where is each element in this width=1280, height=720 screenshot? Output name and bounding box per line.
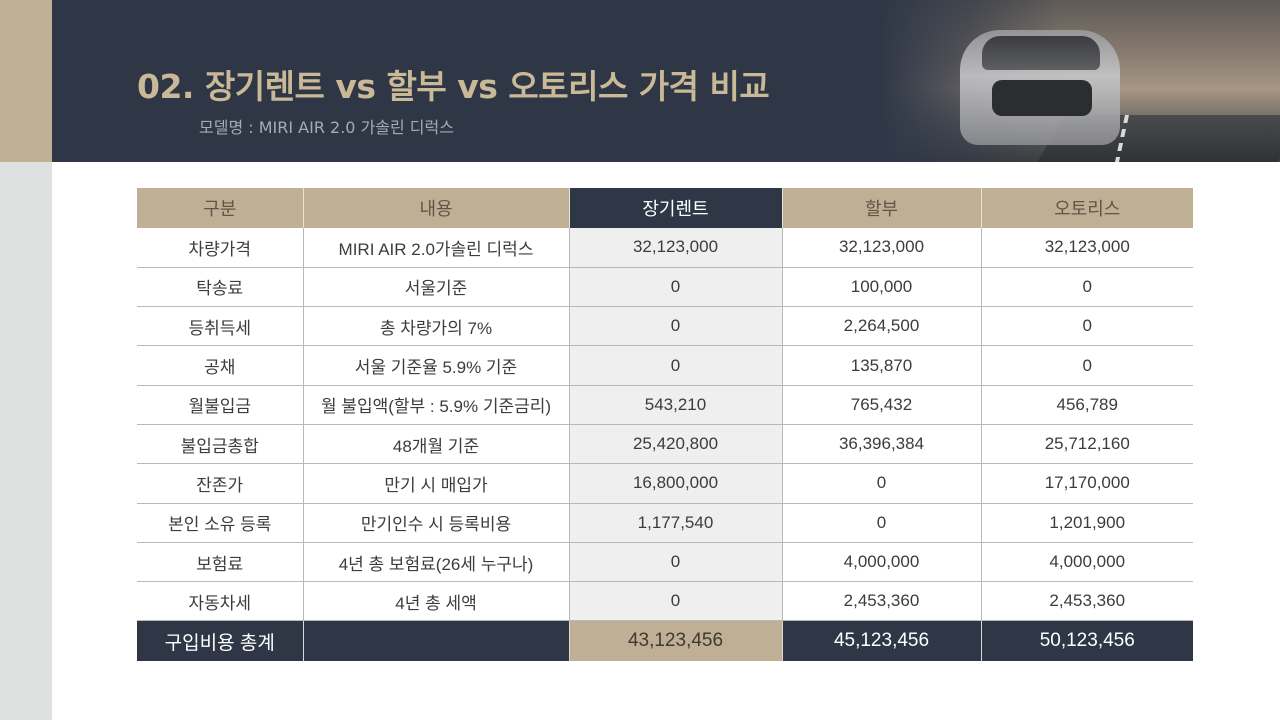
table-row: 월불입금 월 불입액(할부 : 5.9% 기준금리) 543,210 765,4… xyxy=(137,385,1193,425)
row-rent-value: 25,420,800 xyxy=(568,424,782,465)
row-lease-value: 17,170,000 xyxy=(980,463,1193,504)
row-description: 월 불입액(할부 : 5.9% 기준금리) xyxy=(302,385,569,425)
table-row: 차량가격 MIRI AIR 2.0가솔린 디럭스 32,123,000 32,1… xyxy=(137,228,1193,268)
left-side-strip xyxy=(0,162,52,720)
car-windshield xyxy=(982,36,1100,70)
row-lease-value: 0 xyxy=(980,345,1193,386)
row-rent-value: 0 xyxy=(568,306,782,347)
table-row: 불입금총합 48개월 기준 25,420,800 36,396,384 25,7… xyxy=(137,424,1193,465)
row-category: 탁송료 xyxy=(137,267,303,308)
row-rent-value: 1,177,540 xyxy=(568,503,782,543)
total-rent-value: 43,123,456 xyxy=(568,620,782,661)
row-category: 잔존가 xyxy=(137,463,303,504)
row-category: 보험료 xyxy=(137,542,303,583)
row-rent-value: 0 xyxy=(568,345,782,386)
row-lease-value: 32,123,000 xyxy=(980,228,1193,268)
row-rent-value: 16,800,000 xyxy=(568,463,782,504)
table-row: 자동차세 4년 총 세액 0 2,453,360 2,453,360 xyxy=(137,581,1193,622)
row-installment-value: 2,264,500 xyxy=(781,306,981,347)
header-installment: 할부 xyxy=(781,188,981,228)
row-installment-value: 0 xyxy=(781,503,981,543)
car-grille xyxy=(992,80,1092,116)
row-rent-value: 0 xyxy=(568,267,782,308)
row-category: 월불입금 xyxy=(137,385,303,425)
total-lease-value: 50,123,456 xyxy=(980,620,1193,661)
row-installment-value: 4,000,000 xyxy=(781,542,981,583)
row-installment-value: 32,123,000 xyxy=(781,228,981,268)
car-hero-image xyxy=(880,0,1280,162)
row-description: 서울기준 xyxy=(302,267,569,308)
row-lease-value: 25,712,160 xyxy=(980,424,1193,465)
table-row: 탁송료 서울기준 0 100,000 0 xyxy=(137,267,1193,308)
row-description: 4년 총 보험료(26세 누구나) xyxy=(302,542,569,583)
row-rent-value: 0 xyxy=(568,581,782,622)
row-description: 만기 시 매입가 xyxy=(302,463,569,504)
page-title: 02. 장기렌트 vs 할부 vs 오토리스 가격 비교 xyxy=(137,67,770,106)
header-banner xyxy=(52,0,1280,162)
table-row: 공채 서울 기준율 5.9% 기준 0 135,870 0 xyxy=(137,345,1193,386)
row-lease-value: 4,000,000 xyxy=(980,542,1193,583)
left-accent-bar xyxy=(0,0,52,162)
header-auto-lease: 오토리스 xyxy=(980,188,1193,228)
table-row: 잔존가 만기 시 매입가 16,800,000 0 17,170,000 xyxy=(137,463,1193,504)
table-row: 보험료 4년 총 보험료(26세 누구나) 0 4,000,000 4,000,… xyxy=(137,542,1193,583)
row-installment-value: 765,432 xyxy=(781,385,981,425)
row-description: 4년 총 세액 xyxy=(302,581,569,622)
row-description: 48개월 기준 xyxy=(302,424,569,465)
row-description: 만기인수 시 등록비용 xyxy=(302,503,569,543)
row-installment-value: 0 xyxy=(781,463,981,504)
page-subtitle: 모델명 : MIRI AIR 2.0 가솔린 디럭스 xyxy=(199,118,454,137)
row-rent-value: 0 xyxy=(568,542,782,583)
row-lease-value: 0 xyxy=(980,306,1193,347)
header-description: 내용 xyxy=(302,188,569,228)
row-category: 자동차세 xyxy=(137,581,303,622)
row-installment-value: 36,396,384 xyxy=(781,424,981,465)
row-category: 본인 소유 등록 xyxy=(137,503,303,543)
row-rent-value: 32,123,000 xyxy=(568,228,782,268)
header-category: 구분 xyxy=(137,188,303,228)
row-lease-value: 1,201,900 xyxy=(980,503,1193,543)
row-description: MIRI AIR 2.0가솔린 디럭스 xyxy=(302,228,569,268)
header-long-term-rent: 장기렌트 xyxy=(568,188,782,228)
total-description xyxy=(302,620,569,661)
row-category: 불입금총합 xyxy=(137,424,303,465)
row-category: 등취득세 xyxy=(137,306,303,347)
row-category: 공채 xyxy=(137,345,303,386)
row-lease-value: 456,789 xyxy=(980,385,1193,425)
table-row: 등취득세 총 차량가의 7% 0 2,264,500 0 xyxy=(137,306,1193,347)
row-description: 서울 기준율 5.9% 기준 xyxy=(302,345,569,386)
total-row: 구입비용 총계 43,123,456 45,123,456 50,123,456 xyxy=(137,620,1193,661)
total-installment-value: 45,123,456 xyxy=(781,620,981,661)
row-installment-value: 135,870 xyxy=(781,345,981,386)
row-description: 총 차량가의 7% xyxy=(302,306,569,347)
row-lease-value: 2,453,360 xyxy=(980,581,1193,622)
row-installment-value: 2,453,360 xyxy=(781,581,981,622)
row-rent-value: 543,210 xyxy=(568,385,782,425)
row-category: 차량가격 xyxy=(137,228,303,268)
row-installment-value: 100,000 xyxy=(781,267,981,308)
table-header-row: 구분 내용 장기렌트 할부 오토리스 xyxy=(137,188,1193,228)
total-label: 구입비용 총계 xyxy=(137,620,303,661)
row-lease-value: 0 xyxy=(980,267,1193,308)
table-row: 본인 소유 등록 만기인수 시 등록비용 1,177,540 0 1,201,9… xyxy=(137,503,1193,543)
price-comparison-table: 구분 내용 장기렌트 할부 오토리스 차량가격 MIRI AIR 2.0가솔린 … xyxy=(137,188,1193,661)
